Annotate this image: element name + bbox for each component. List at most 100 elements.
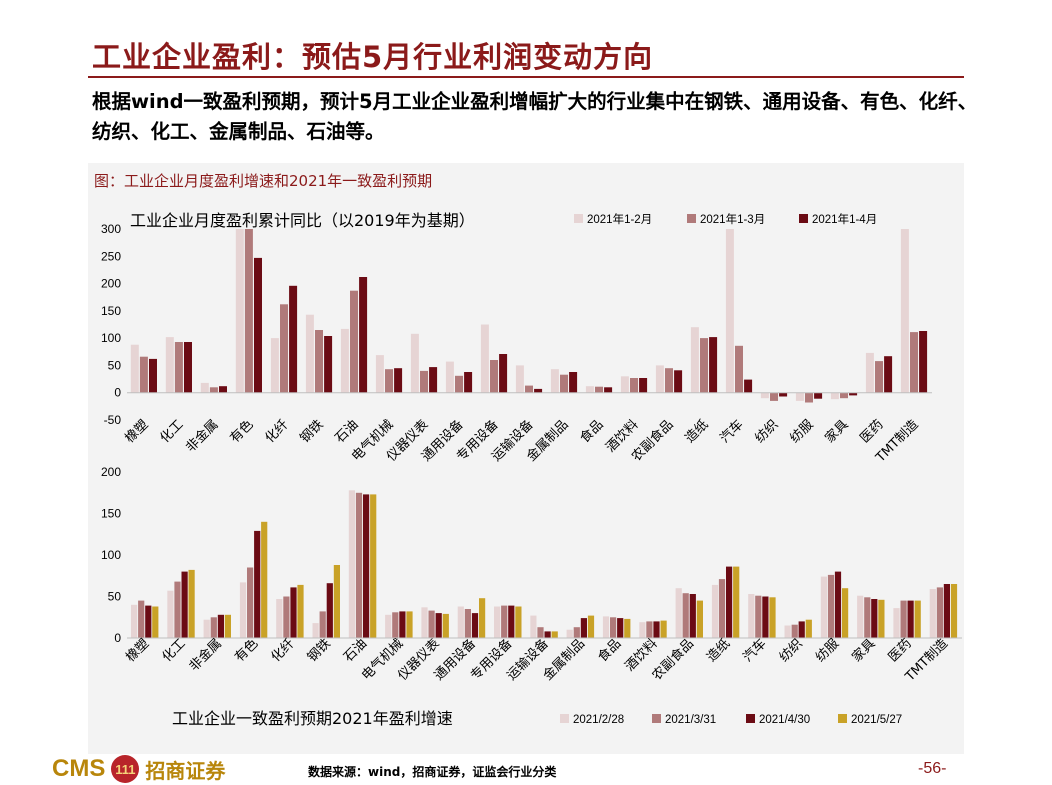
bar-3 <box>534 388 543 393</box>
bar-2 <box>455 375 463 393</box>
bar-1 <box>620 376 629 393</box>
bar-1 <box>711 584 719 638</box>
bar-3 <box>617 618 624 638</box>
bar-3 <box>884 356 893 393</box>
bar-2 <box>209 387 218 393</box>
bar-1 <box>445 361 454 393</box>
bar-2 <box>210 617 217 639</box>
bar-4 <box>733 566 740 638</box>
y-tick-label: 50 <box>108 590 122 604</box>
y-tick-label: -50 <box>104 413 122 427</box>
x-tick-label: 家具 <box>822 417 852 447</box>
bar-4 <box>950 584 958 638</box>
bar-1 <box>865 352 874 393</box>
x-tick-label: 钢铁 <box>298 417 327 446</box>
bar-4 <box>152 606 159 638</box>
bar-3 <box>145 605 152 638</box>
bar-2 <box>864 597 871 638</box>
bar-3 <box>324 336 333 393</box>
y-tick-label: 200 <box>101 465 121 479</box>
bar-4 <box>587 615 595 638</box>
bar-1 <box>239 582 247 638</box>
legend-swatch <box>799 214 808 223</box>
bar-2 <box>827 574 835 638</box>
bar-3 <box>762 596 769 638</box>
bar-1 <box>857 595 864 638</box>
bar-1 <box>235 229 244 393</box>
source-note: 数据来源：wind，招商证券，证监会行业分类 <box>308 765 557 779</box>
bar-3 <box>849 392 858 396</box>
bar-3 <box>653 621 660 638</box>
bar-2 <box>665 368 673 393</box>
bar-2 <box>755 595 762 638</box>
bar-4 <box>515 606 522 638</box>
bar-1 <box>457 606 464 638</box>
bar-3 <box>674 370 683 393</box>
bar-4 <box>551 631 558 638</box>
bar-2 <box>139 356 148 393</box>
bar-1 <box>165 337 174 393</box>
bar-1 <box>270 338 279 393</box>
y-tick-label: 0 <box>114 631 121 645</box>
bar-1 <box>675 588 682 638</box>
bar-2 <box>682 593 689 638</box>
bar-2 <box>355 492 363 639</box>
bar-2 <box>385 369 393 393</box>
bar-3 <box>779 392 788 397</box>
bar-1 <box>550 369 559 393</box>
bar-4 <box>333 565 340 638</box>
bar-1 <box>480 324 489 393</box>
title-divider <box>88 76 964 78</box>
bar-2 <box>610 617 617 639</box>
bar-2 <box>420 370 428 393</box>
y-tick-label: 300 <box>101 222 121 236</box>
bar-3 <box>689 594 696 638</box>
bar-3 <box>435 613 442 638</box>
bar-2 <box>138 600 145 638</box>
bar-3 <box>569 372 578 393</box>
legend-label: 2021/2/28 <box>573 714 624 726</box>
bar-3 <box>464 372 473 393</box>
legend-label: 2021/5/27 <box>851 714 902 726</box>
x-tick-label: 橡塑 <box>123 417 152 446</box>
legend-label: 2021年1-2月 <box>587 212 652 226</box>
bar-3 <box>363 494 370 638</box>
legend-swatch <box>574 214 583 223</box>
x-tick-label: 非金属 <box>186 636 225 675</box>
legend-label: 2021年1-3月 <box>700 212 765 226</box>
bar-2 <box>247 567 254 638</box>
bar-4 <box>224 614 231 638</box>
y-tick-label: 100 <box>101 548 121 562</box>
bar-1 <box>515 365 524 393</box>
bar-3 <box>919 331 928 393</box>
cms-badge-icon: 111 <box>111 755 140 783</box>
bar-4 <box>769 597 776 638</box>
bar-3 <box>499 354 508 393</box>
bar-1 <box>655 365 664 393</box>
bar-4 <box>188 569 195 638</box>
bar-2 <box>791 624 798 638</box>
bar-1 <box>410 333 419 393</box>
bar-3 <box>471 613 479 638</box>
legend-swatch <box>560 714 569 723</box>
bar-4 <box>406 611 413 638</box>
bar-2 <box>718 579 726 638</box>
bar-3 <box>744 379 753 393</box>
bar-1 <box>203 619 210 638</box>
bar-2 <box>630 378 638 393</box>
x-tick-label: 纺织 <box>777 636 806 665</box>
bar-4 <box>878 599 885 638</box>
bar-2 <box>537 627 544 638</box>
bar-1 <box>340 328 349 393</box>
x-tick-label: 化纤 <box>269 636 298 665</box>
bar-2 <box>319 611 326 638</box>
bar-1 <box>929 589 936 638</box>
bar-3 <box>814 392 823 399</box>
bar-3 <box>544 631 551 638</box>
bar-4 <box>624 618 631 638</box>
x-tick-label: 橡塑 <box>123 636 152 665</box>
bar-1 <box>893 608 900 638</box>
bar-3 <box>149 358 157 393</box>
bar-3 <box>726 566 733 638</box>
